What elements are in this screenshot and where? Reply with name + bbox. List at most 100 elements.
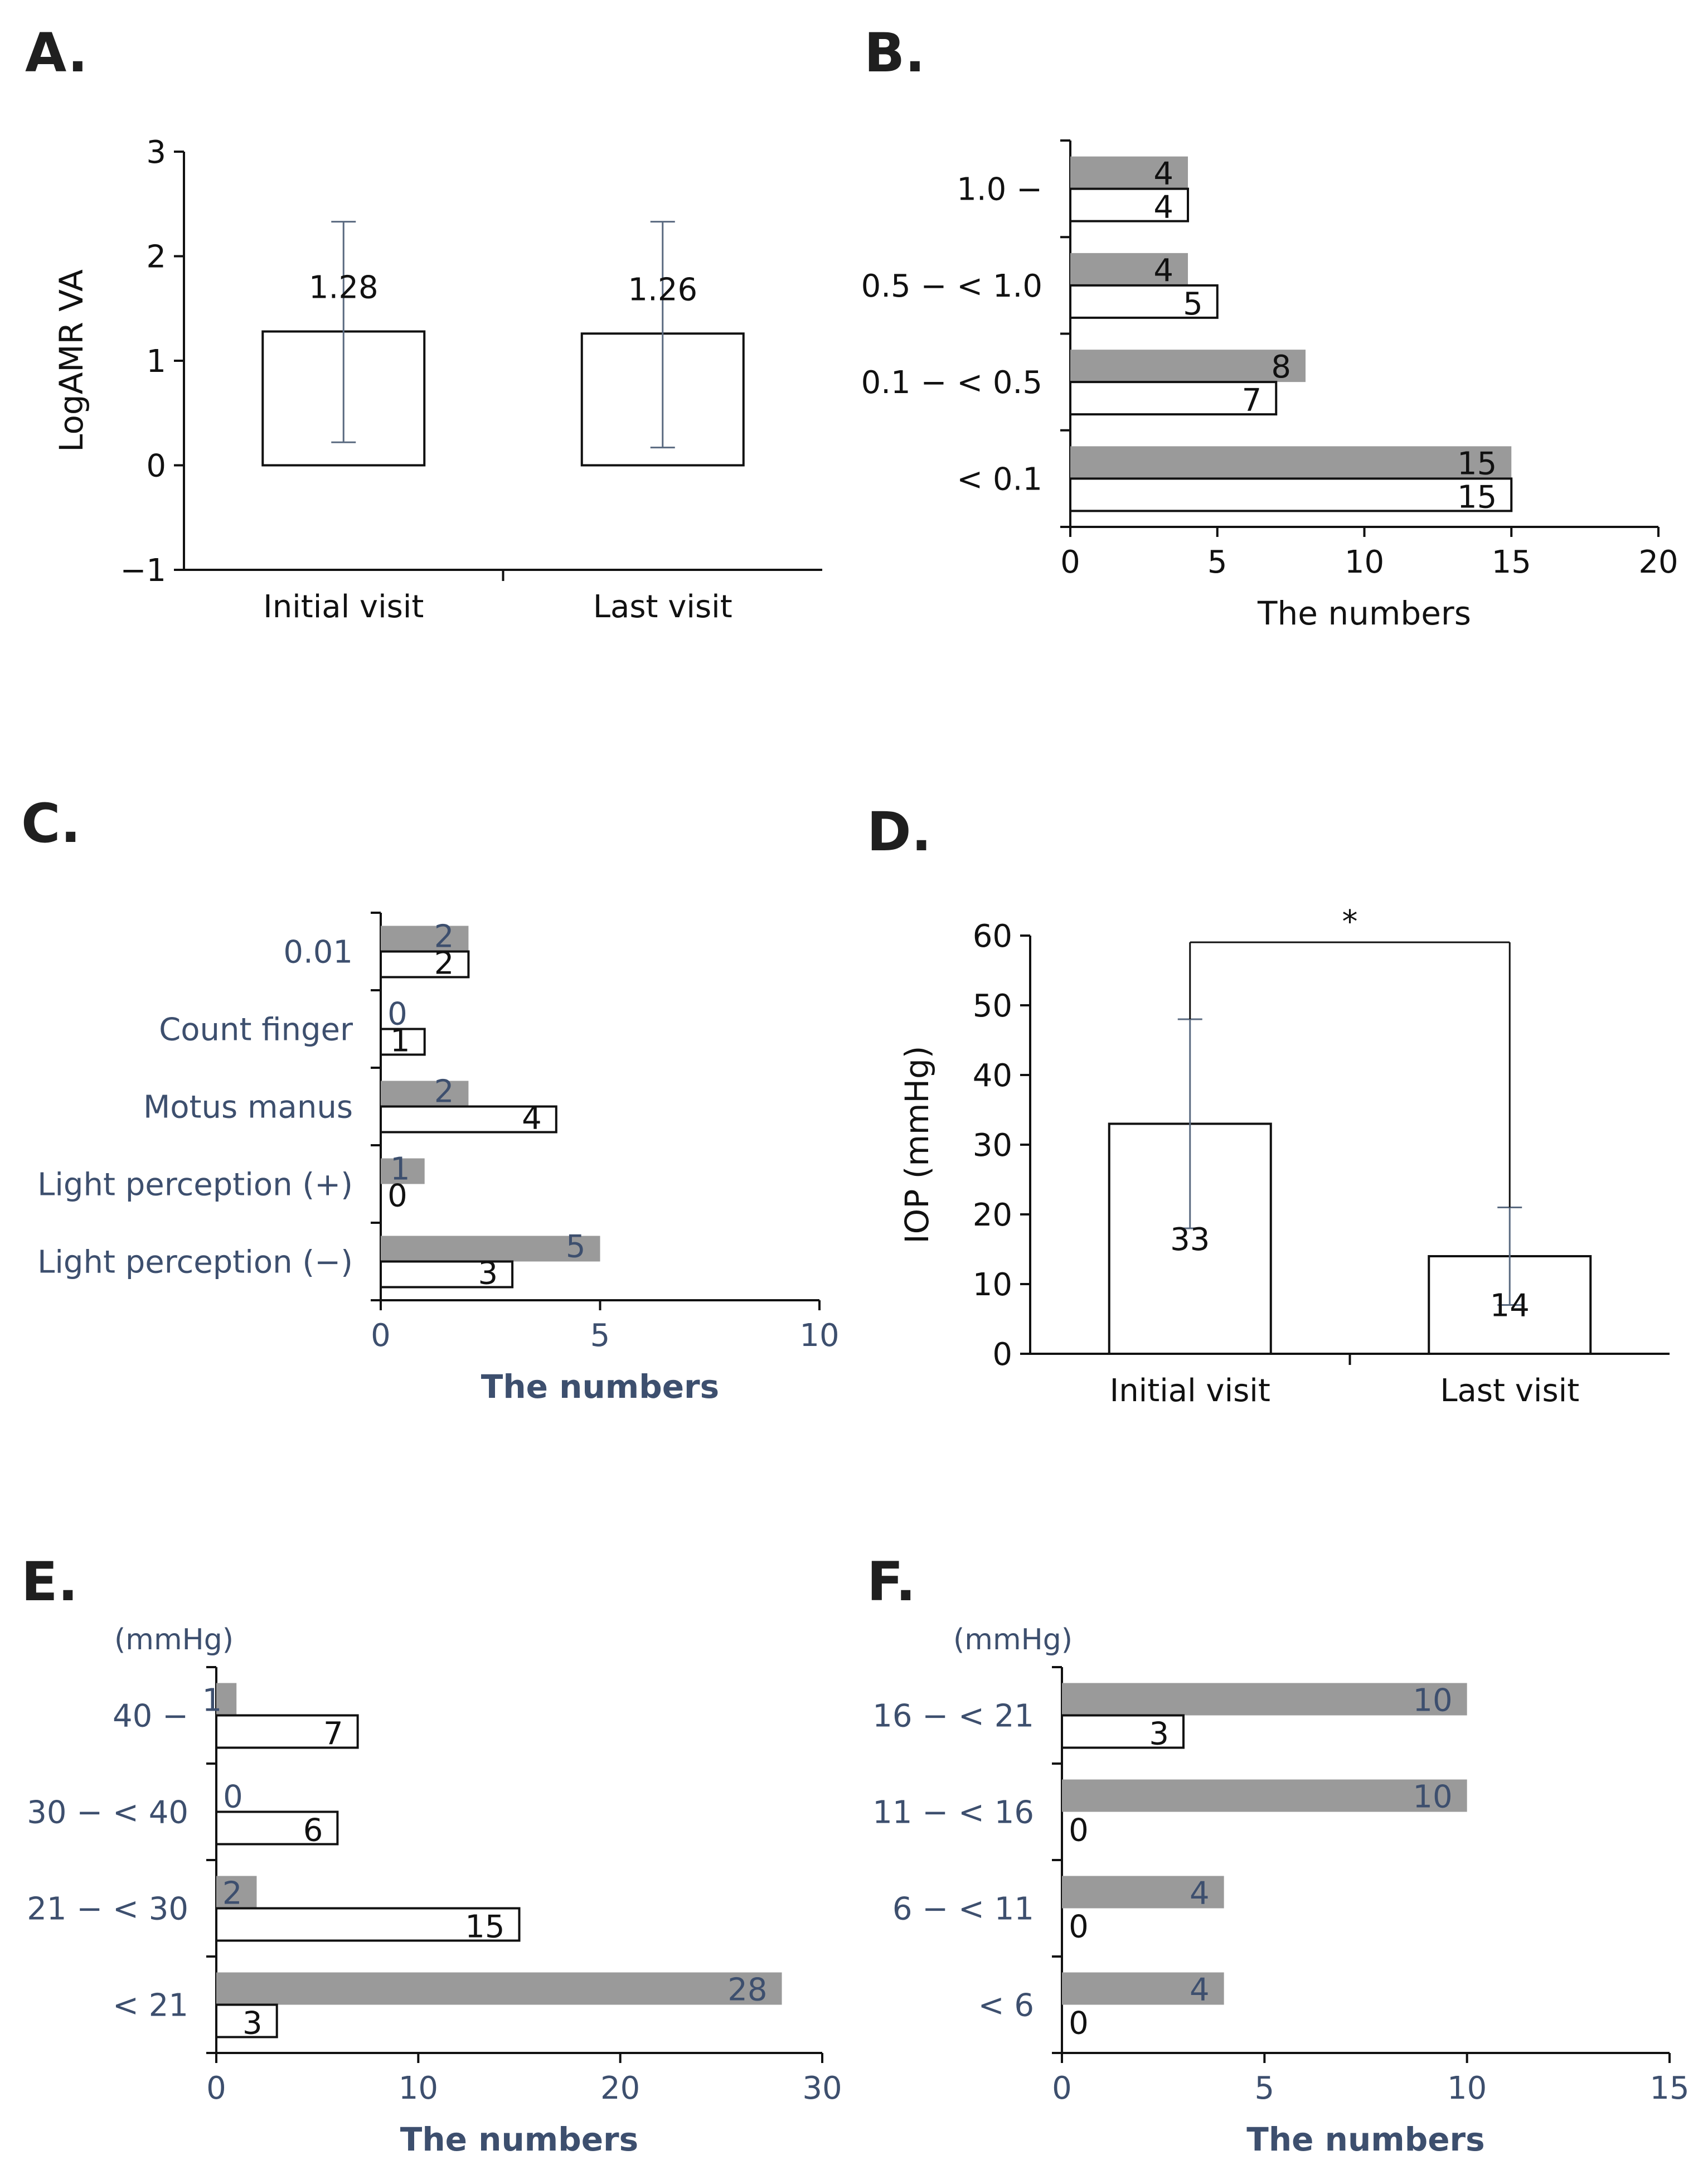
panel-label: C. (21, 792, 81, 855)
panel-label: D. (867, 801, 931, 863)
y-tick-label: 16 − < 21 (872, 1698, 1034, 1735)
y-tick-label: 0.1 − < 0.5 (861, 365, 1042, 401)
bar-initial-visit (216, 1972, 782, 2005)
bar-initial-visit (1070, 156, 1188, 189)
bar-initial-visit (381, 1158, 425, 1184)
x-tick-label: 10 (1345, 544, 1384, 580)
data-label-last: 0 (1069, 2006, 1089, 2042)
x-axis-title: The numbers (481, 1368, 719, 1406)
bar-initial-visit (1062, 1683, 1467, 1716)
y-tick-label: Motus manus (143, 1089, 353, 1126)
bar-initial-visit (1062, 1972, 1224, 2005)
y-tick-label: < 21 (113, 1988, 188, 2024)
bar-initial-visit (1070, 350, 1306, 382)
data-label-initial: 10 (1413, 1683, 1452, 1719)
data-label-initial: 2 (222, 1876, 242, 1912)
y-tick-label: < 0.1 (957, 461, 1042, 497)
x-tick-label: 5 (590, 1318, 610, 1354)
y-tick-label: −1 (120, 553, 166, 589)
bar-last-visit (1069, 187, 1189, 222)
bar-last-visit (380, 1260, 514, 1289)
bar-last-visit (215, 1810, 339, 1846)
y-tick-label: 20 (973, 1197, 1012, 1233)
x-axis-title: The numbers (400, 2120, 638, 2158)
x-tick-label: 0 (206, 2070, 226, 2106)
data-label-last: 0 (1069, 1909, 1089, 1945)
x-axis-title: The numbers (1257, 594, 1471, 632)
x-tick-label: 10 (1447, 2070, 1487, 2106)
y-tick-label: 30 (973, 1127, 1012, 1164)
bar-initial-visit (1062, 1779, 1467, 1812)
data-label-initial: 2 (434, 1074, 454, 1110)
bar-initial-visit (1070, 253, 1188, 285)
unit-label: (mmHg) (114, 1623, 234, 1657)
x-tick-label: 0 (1052, 2070, 1072, 2106)
data-label-initial: 4 (1153, 253, 1173, 289)
y-tick-label: 21 − < 30 (27, 1891, 188, 1928)
bar-initial-visit (216, 1876, 257, 1909)
y-tick-label: 50 (973, 988, 1012, 1024)
data-label-last: 0 (387, 1178, 407, 1214)
data-label-initial: 28 (727, 1972, 767, 2008)
y-tick-label: 40 − (113, 1698, 188, 1735)
x-tick-label: 5 (1207, 544, 1227, 580)
data-label: 33 (1170, 1222, 1210, 1258)
data-label: 1.26 (628, 272, 697, 308)
x-tick-label: 15 (1649, 2070, 1689, 2106)
bar-last-visit (1069, 284, 1219, 319)
bar-initial-visit (1062, 1876, 1224, 1909)
data-label-last: 7 (323, 1716, 343, 1752)
bar-last-visit (380, 1028, 426, 1056)
x-tick-label: 0 (371, 1318, 391, 1354)
y-tick-label: 60 (973, 918, 1012, 955)
x-tick-label: Last visit (593, 589, 732, 625)
y-tick-label: 11 − < 16 (872, 1795, 1034, 1831)
bar-last-visit (215, 1714, 359, 1749)
data-label: 14 (1490, 1288, 1530, 1324)
data-label-initial: 1 (390, 1151, 410, 1188)
x-tick-label: 20 (1638, 544, 1678, 580)
data-label-last: 4 (1153, 190, 1173, 226)
y-tick-label: 0.5 − < 1.0 (861, 268, 1042, 304)
y-tick-label: 30 − < 40 (27, 1795, 188, 1831)
data-label-initial: 4 (1190, 1876, 1210, 1912)
significance-star: * (1342, 904, 1358, 940)
y-tick-label: 1 (146, 343, 166, 380)
bar-initial-visit (381, 1236, 600, 1262)
data-label-last: 7 (1242, 382, 1262, 419)
y-tick-label: Light perception (+) (37, 1167, 353, 1203)
bar-initial-visit (1070, 446, 1512, 479)
bar-last-visit (215, 1907, 521, 1942)
bar-initial-visit (381, 926, 469, 952)
data-label-last: 5 (1183, 286, 1203, 322)
data-label-initial: 15 (1457, 445, 1497, 482)
data-label-last: 4 (522, 1101, 542, 1137)
data-label-last: 6 (303, 1813, 323, 1849)
y-tick-label: 10 (973, 1267, 1012, 1303)
data-label-last: 3 (478, 1256, 498, 1292)
y-tick-label: 3 (146, 134, 166, 171)
bar-last-visit (1069, 477, 1513, 512)
data-label-initial: 8 (1271, 349, 1291, 385)
panel-label: B. (864, 22, 925, 84)
data-label: 1.28 (309, 270, 379, 306)
x-axis-title: The numbers (1246, 2120, 1484, 2158)
panel-label: A. (25, 22, 88, 84)
y-tick-label: Count finger (159, 1012, 353, 1048)
x-tick-label: 10 (799, 1318, 839, 1354)
data-label-last: 3 (1149, 1716, 1169, 1752)
data-label-last: 1 (390, 1023, 410, 1059)
bar-last-visit (1069, 381, 1278, 416)
y-tick-label: 2 (146, 239, 166, 275)
y-tick-label: 0.01 (283, 934, 353, 971)
data-label-initial: 0 (223, 1779, 243, 1815)
data-label-initial: 0 (387, 996, 407, 1033)
y-tick-label: 6 − < 11 (892, 1891, 1034, 1928)
data-label-initial: 10 (1413, 1779, 1452, 1815)
data-label-last: 15 (1457, 479, 1497, 515)
y-tick-label: 1.0 − (957, 172, 1042, 208)
panel-label: F. (867, 1551, 916, 1613)
unit-label: (mmHg) (953, 1623, 1073, 1657)
data-label-initial: 1 (202, 1683, 222, 1719)
